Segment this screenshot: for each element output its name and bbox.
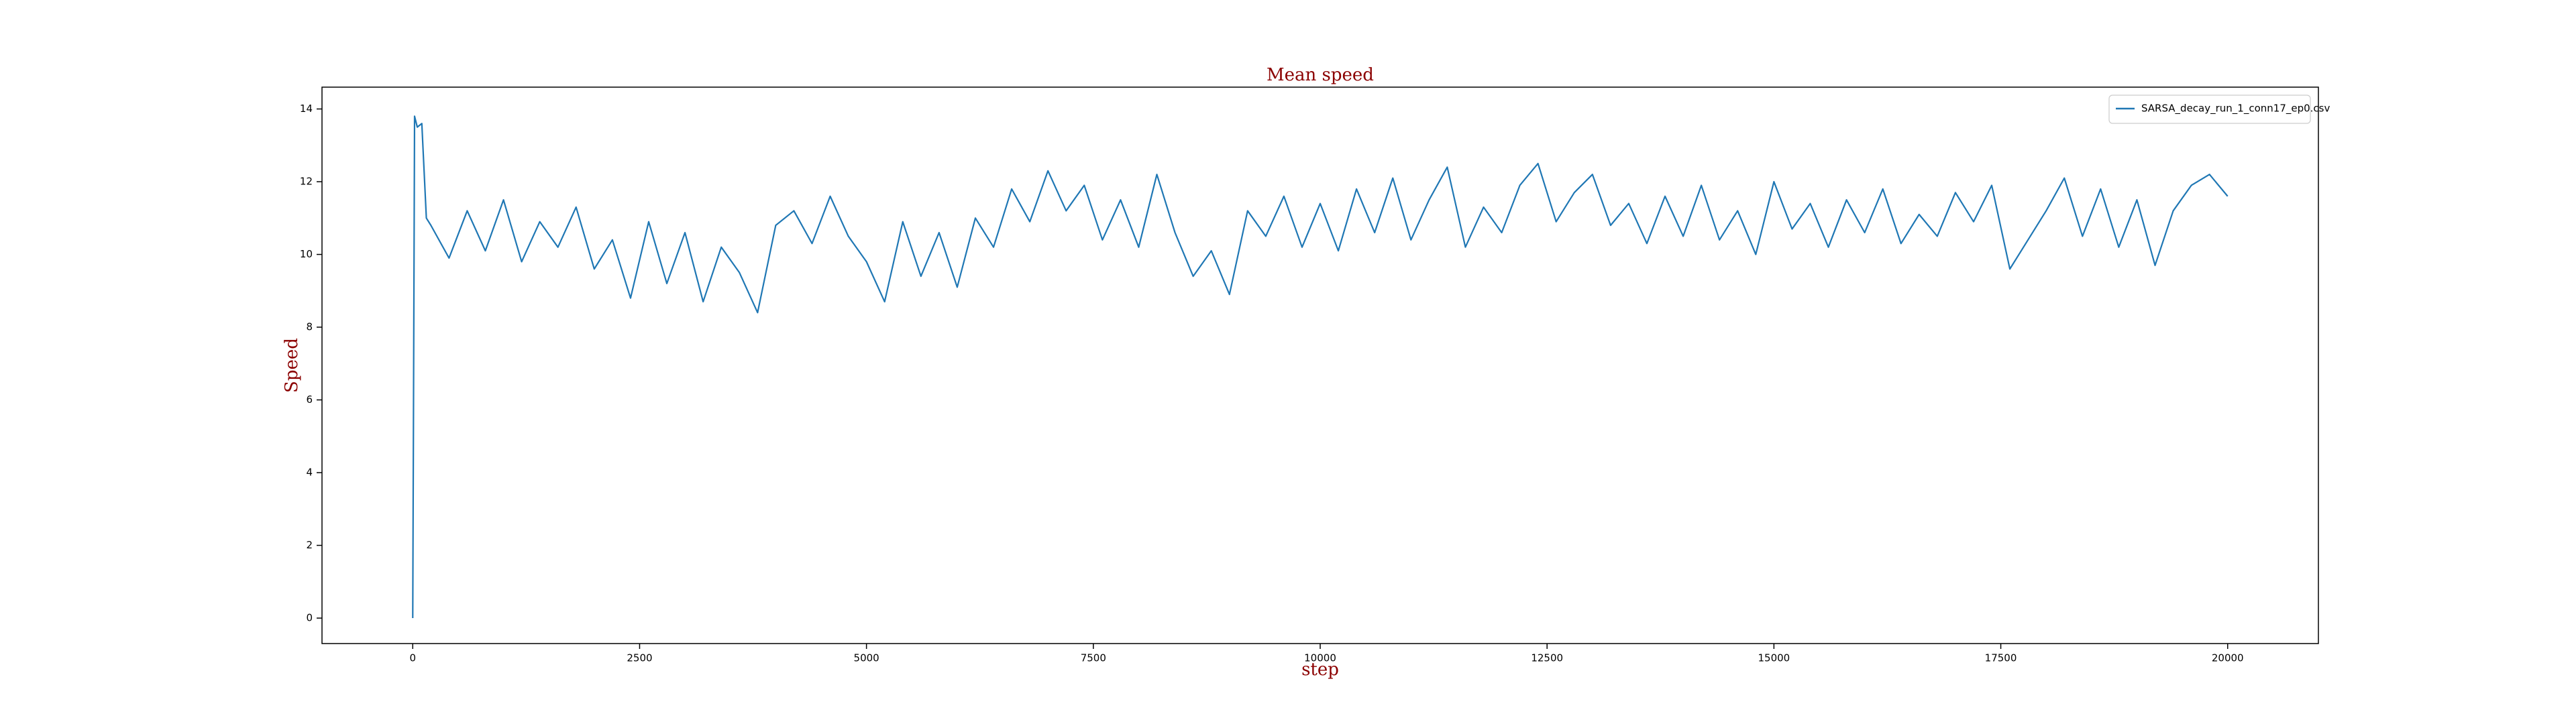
data-line bbox=[412, 115, 2229, 619]
x-tick-label: 15000 bbox=[1758, 652, 1790, 664]
legend-label: SARSA_decay_run_1_conn17_ep0.csv bbox=[2141, 103, 2330, 115]
x-axis-label: step bbox=[1301, 660, 1339, 680]
x-tick-label: 2500 bbox=[627, 652, 652, 664]
y-tick-label: 14 bbox=[300, 103, 313, 115]
x-tick-label: 7500 bbox=[1081, 652, 1106, 664]
chart-title: Mean speed bbox=[1267, 65, 1374, 85]
y-tick-label: 12 bbox=[300, 176, 313, 188]
x-tick-label: 5000 bbox=[854, 652, 879, 664]
x-tick-label: 20000 bbox=[2212, 652, 2244, 664]
x-tick-label: 12500 bbox=[1531, 652, 1563, 664]
x-tick-label: 17500 bbox=[1985, 652, 2017, 664]
legend-box bbox=[2108, 95, 2311, 124]
y-tick-label: 4 bbox=[306, 467, 313, 479]
x-tick-label: 0 bbox=[409, 652, 416, 664]
y-tick-label: 10 bbox=[300, 248, 313, 260]
plot-frame bbox=[321, 86, 2319, 644]
y-tick-label: 6 bbox=[306, 394, 313, 406]
y-axis-label: Speed bbox=[282, 338, 302, 393]
y-tick-label: 2 bbox=[306, 539, 313, 551]
x-tick-label: 10000 bbox=[1304, 652, 1336, 664]
y-tick-label: 8 bbox=[306, 321, 313, 333]
y-tick-label: 0 bbox=[306, 612, 313, 624]
